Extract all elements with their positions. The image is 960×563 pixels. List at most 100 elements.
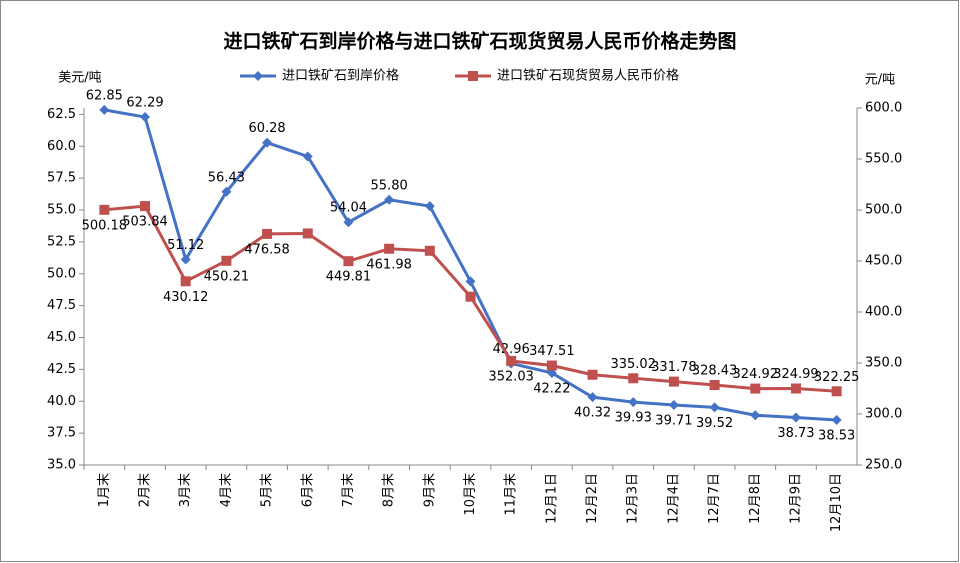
data-label: 347.51: [529, 344, 575, 359]
point: [384, 194, 395, 205]
point: [790, 383, 801, 394]
data-label: 39.93: [615, 411, 652, 426]
point: [628, 397, 639, 408]
x-tick-label: 5月末: [260, 473, 275, 507]
x-tick-label: 1月末: [97, 473, 112, 507]
data-label: 55.80: [371, 178, 408, 193]
point: [180, 254, 191, 265]
point: [628, 373, 639, 384]
chart-title: 进口铁矿石到岸价格与进口铁矿石现货贸易人民币价格走势图: [223, 30, 736, 53]
point: [750, 410, 761, 421]
point: [262, 228, 273, 239]
y2-tick-label: 400.0: [865, 305, 902, 320]
point: [546, 360, 557, 371]
x-tick-label: 4月末: [219, 473, 234, 507]
point: [221, 255, 232, 266]
y-tick-label: 50.0: [47, 266, 76, 281]
point: [424, 245, 435, 256]
data-label: 500.18: [82, 218, 128, 233]
y-tick-label: 62.5: [47, 107, 76, 122]
point: [343, 217, 354, 228]
y-tick-label: 37.5: [47, 426, 76, 441]
data-label: 39.52: [696, 416, 733, 431]
x-tick-label: 12月7日: [707, 473, 722, 524]
point: [140, 201, 151, 212]
data-label: 62.29: [126, 96, 163, 111]
point: [180, 276, 191, 287]
point: [506, 355, 517, 366]
point: [343, 256, 354, 267]
y-tick-label: 35.0: [47, 458, 76, 473]
y2-axis-title: 元/吨: [865, 73, 895, 88]
y-tick-label: 42.5: [47, 362, 76, 377]
x-tick-label: 7月末: [341, 473, 356, 507]
data-label: 503.84: [122, 215, 168, 230]
data-label: 42.22: [533, 381, 570, 396]
y-tick-label: 60.0: [47, 139, 76, 154]
y2-tick-label: 250.0: [865, 458, 902, 473]
data-label: 62.85: [86, 88, 123, 103]
x-tick-label: 12月2日: [585, 473, 600, 524]
y-tick-label: 47.5: [47, 298, 76, 313]
point: [302, 151, 313, 162]
data-label: 449.81: [326, 270, 372, 285]
y-tick-label: 57.5: [47, 171, 76, 186]
x-tick-label: 11月末: [504, 473, 519, 516]
point: [140, 112, 151, 123]
y2-tick-label: 450.0: [865, 254, 902, 269]
data-label: 328.43: [692, 364, 738, 379]
point: [465, 291, 476, 302]
point: [99, 104, 110, 115]
data-label: 430.12: [163, 290, 209, 305]
legend-label: 进口铁矿石现货贸易人民币价格: [497, 68, 679, 84]
point: [709, 380, 720, 391]
x-tick-label: 12月4日: [666, 473, 681, 524]
point: [668, 399, 679, 410]
x-tick-label: 8月末: [382, 473, 397, 507]
x-tick-label: 6月末: [300, 473, 315, 507]
x-tick-label: 12月9日: [788, 473, 803, 524]
y-axis-title: 美元/吨: [58, 71, 101, 86]
data-label: 324.99: [773, 367, 819, 382]
data-label: 331.78: [651, 360, 697, 375]
y-tick-label: 40.0: [47, 394, 76, 409]
data-label: 40.32: [574, 406, 611, 421]
point: [587, 392, 598, 403]
point: [709, 402, 720, 413]
legend-marker: [468, 71, 478, 81]
point: [831, 414, 842, 425]
point: [99, 204, 110, 215]
point: [262, 137, 273, 148]
data-label: 476.58: [244, 242, 290, 257]
x-tick-label: 12月1日: [544, 473, 559, 524]
data-label: 352.03: [488, 369, 534, 384]
y-tick-label: 52.5: [47, 234, 76, 249]
data-label: 54.04: [330, 201, 367, 216]
data-label: 335.02: [610, 357, 656, 372]
x-tick-label: 10月末: [463, 473, 478, 516]
point: [424, 201, 435, 212]
legend-label: 进口铁矿石到岸价格: [282, 68, 399, 84]
y2-tick-label: 600.0: [865, 101, 902, 116]
point: [831, 386, 842, 397]
y2-tick-label: 500.0: [865, 203, 902, 218]
point: [221, 186, 232, 197]
data-label: 39.71: [655, 413, 692, 428]
data-label: 322.25: [814, 370, 860, 385]
x-tick-label: 12月3日: [626, 473, 641, 524]
data-label: 56.43: [208, 170, 245, 185]
x-tick-label: 12月8日: [748, 473, 763, 524]
x-tick-label: 12月10日: [829, 473, 844, 532]
data-label: 42.96: [493, 342, 530, 357]
x-tick-label: 2月末: [138, 473, 153, 507]
point: [465, 276, 476, 287]
y2-tick-label: 350.0: [865, 356, 902, 371]
point: [668, 376, 679, 387]
point: [302, 228, 313, 239]
y2-tick-label: 300.0: [865, 407, 902, 422]
data-label: 51.12: [167, 238, 204, 253]
data-label: 60.28: [248, 121, 285, 136]
x-tick-label: 3月末: [178, 473, 193, 507]
data-label: 461.98: [366, 257, 412, 272]
